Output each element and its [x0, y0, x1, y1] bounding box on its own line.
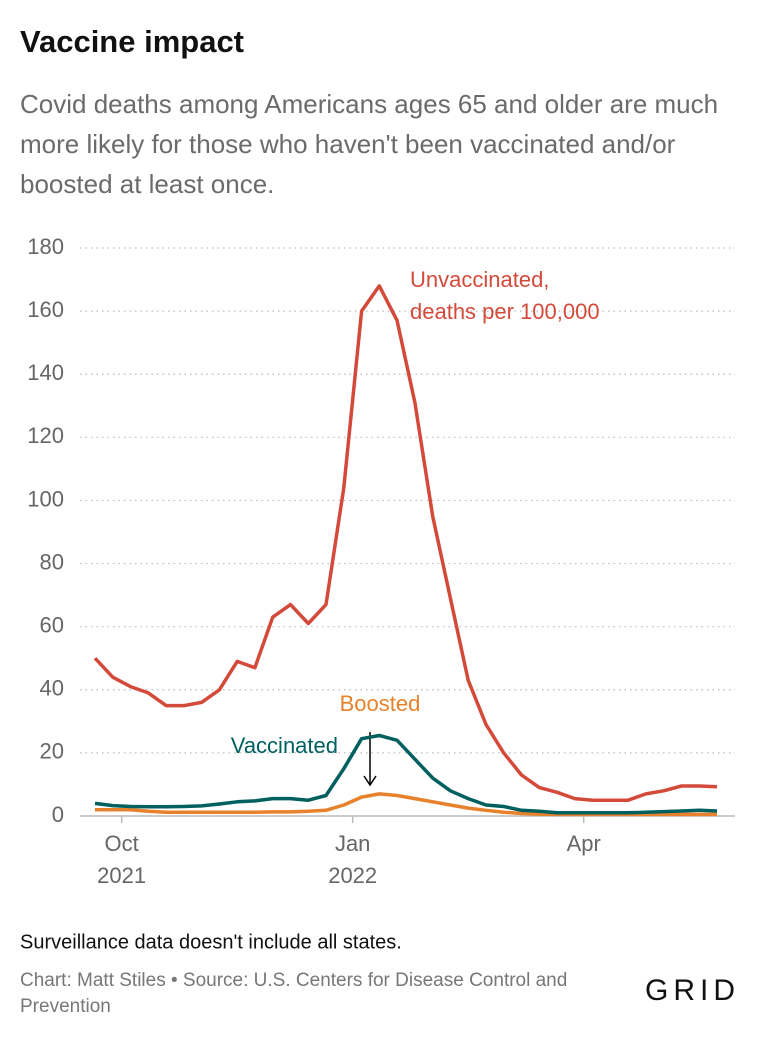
x-tick-label: Apr — [567, 831, 601, 856]
series-label: Boosted — [340, 691, 421, 716]
y-tick-label: 160 — [27, 297, 64, 322]
series-label: Unvaccinated, deaths per 100,000 — [410, 267, 600, 324]
series-line — [93, 284, 718, 802]
chart-subtitle: Covid deaths among Americans ages 65 and… — [20, 89, 718, 199]
x-tick-label: Jan 2022 — [328, 831, 377, 888]
y-tick-label: 60 — [40, 612, 64, 637]
source: Chart: Matt Stiles • Source: U.S. Center… — [20, 970, 567, 1017]
chart-title: Vaccine impact — [20, 24, 244, 59]
y-tick-label: 120 — [27, 423, 64, 448]
y-tick-label: 0 — [52, 802, 64, 827]
y-tick-label: 20 — [40, 739, 64, 764]
y-tick-label: 140 — [27, 360, 64, 385]
series-line — [94, 733, 718, 815]
logo: GRID — [645, 974, 740, 1007]
y-tick-label: 100 — [27, 486, 64, 511]
annotation-arrowhead — [363, 775, 377, 787]
y-tick-label: 40 — [40, 676, 64, 701]
note: Surveillance data doesn't include all st… — [20, 931, 402, 953]
x-tick-label: Oct 2021 — [97, 831, 146, 888]
series-label: Vaccinated — [231, 733, 338, 758]
y-tick-label: 180 — [27, 234, 64, 259]
y-tick-label: 80 — [40, 549, 64, 574]
